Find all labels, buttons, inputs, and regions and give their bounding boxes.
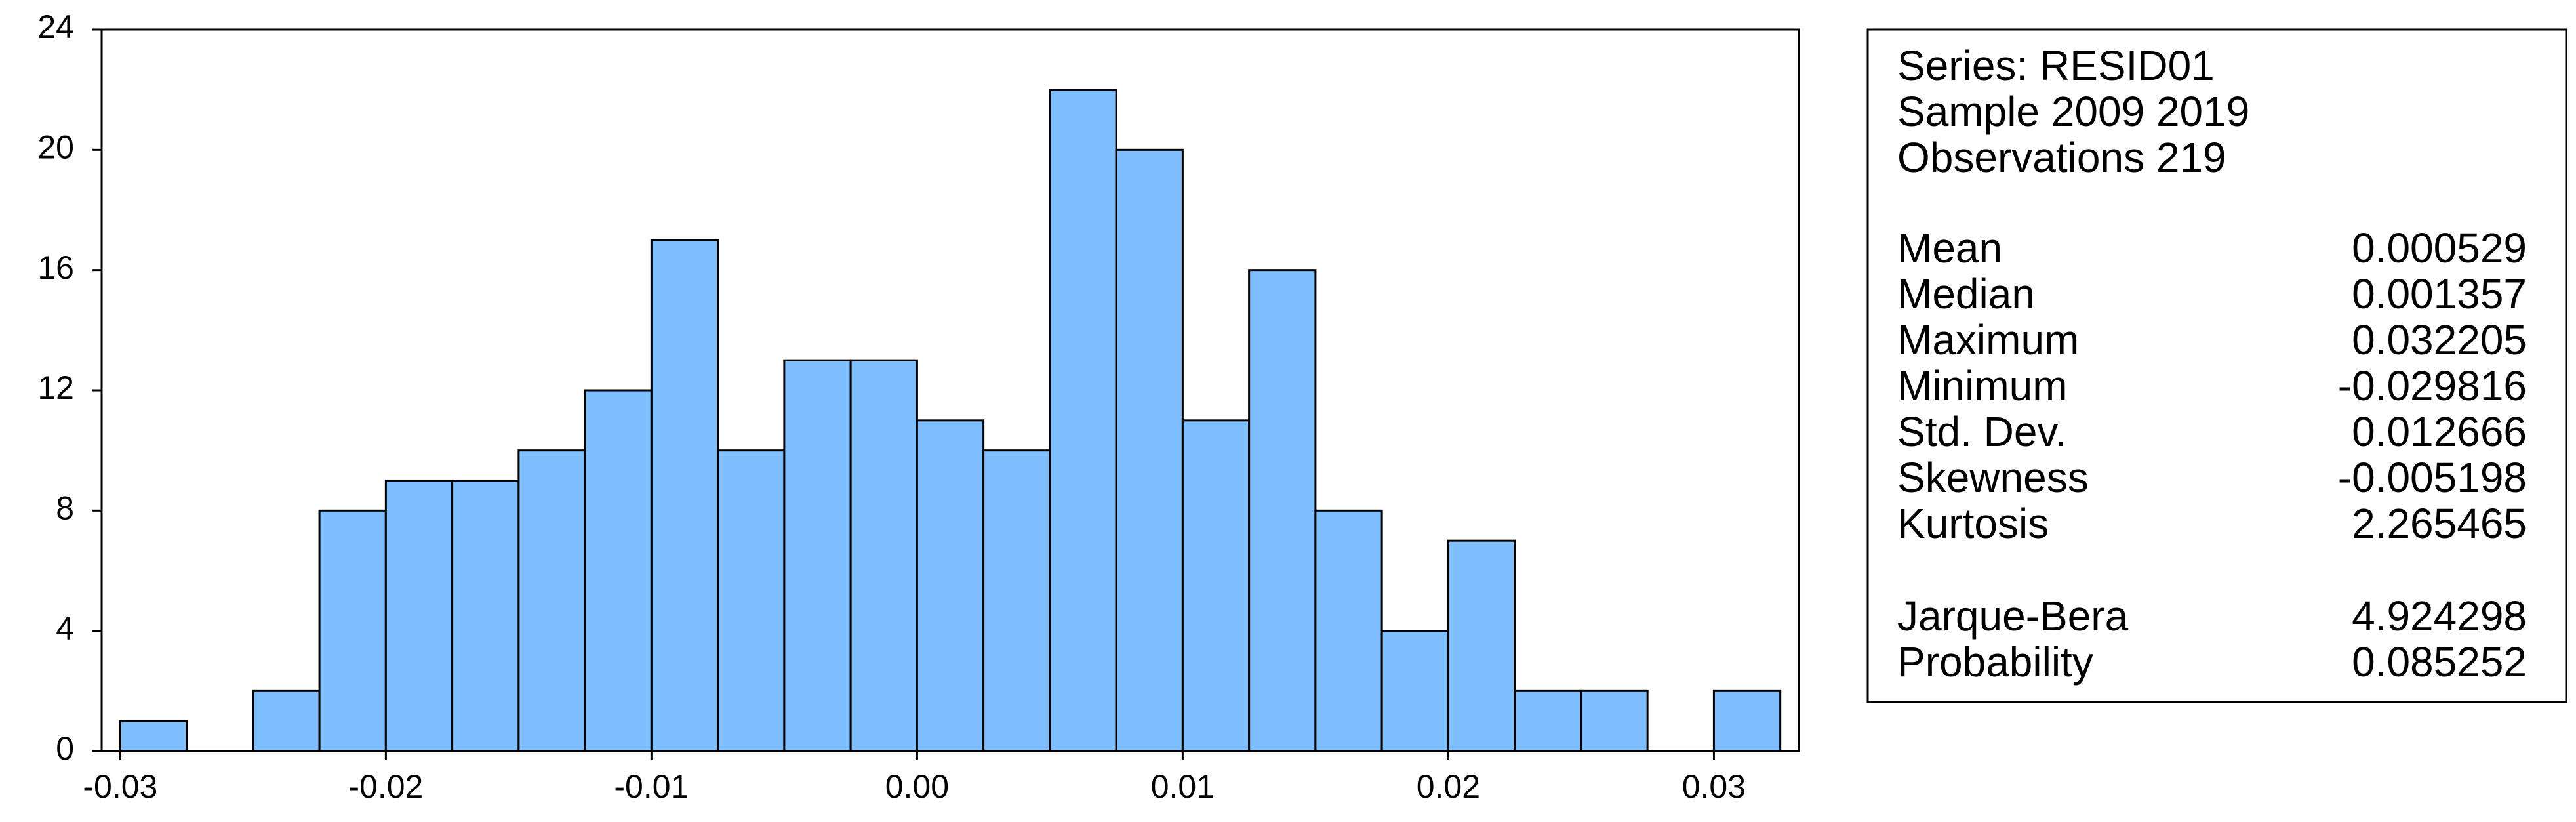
x-tick-label: 0.01: [1151, 768, 1215, 805]
stat-value: 0.012666: [2352, 408, 2527, 455]
bar: [916, 419, 985, 752]
bar: [1248, 269, 1317, 752]
y-tick-label: 4: [56, 610, 74, 647]
bar: [1115, 148, 1184, 752]
stat-label: Minimum: [1897, 362, 2068, 409]
stat-label: Skewness: [1897, 454, 2089, 501]
bar: [982, 449, 1051, 752]
x-tick-label: -0.03: [83, 768, 157, 805]
stat-value: 0.032205: [2352, 316, 2527, 363]
bar: [384, 480, 454, 752]
stat-label: Median: [1897, 270, 2035, 318]
stats-header: Observations 219: [1897, 134, 2226, 181]
bar: [783, 359, 852, 752]
bar: [584, 389, 653, 752]
y-tick-label: 20: [37, 129, 74, 166]
x-tick-label: 0.03: [1682, 768, 1746, 805]
y-tick-label: 24: [37, 9, 74, 45]
bar: [1181, 419, 1251, 752]
x-tick-label: 0.00: [885, 768, 949, 805]
stats-box: [1866, 28, 2567, 703]
y-tick-label: 16: [37, 249, 74, 286]
bar: [252, 689, 321, 752]
stat-label: Probability: [1897, 638, 2093, 686]
bar: [1049, 89, 1117, 752]
stat-value: -0.005198: [2338, 454, 2527, 501]
stats-header: Series: RESID01: [1897, 42, 2215, 89]
bar: [1712, 689, 1782, 752]
bar: [650, 239, 719, 752]
stat-label: Kurtosis: [1897, 500, 2049, 547]
y-tick-label: 8: [56, 490, 74, 527]
x-tick-label: -0.02: [348, 768, 423, 805]
stat-label: Maximum: [1897, 316, 2079, 363]
stat-value: 4.924298: [2352, 592, 2527, 640]
y-tick-label: 0: [56, 730, 74, 767]
bar: [451, 480, 520, 752]
stat-value: 0.000529: [2352, 224, 2527, 272]
bar: [1380, 630, 1449, 752]
stat-value: 0.085252: [2352, 638, 2527, 686]
plot-frame: [100, 28, 1800, 752]
stat-value: 2.265465: [2352, 500, 2527, 547]
stat-value: 0.001357: [2352, 270, 2527, 318]
stat-label: Std. Dev.: [1897, 408, 2066, 455]
stats-header: Sample 2009 2019: [1897, 88, 2249, 135]
bar: [1447, 539, 1516, 752]
bar: [119, 720, 188, 752]
stat-value: -0.029816: [2338, 362, 2527, 409]
bar: [1580, 689, 1649, 752]
bar: [1314, 509, 1383, 752]
bar: [849, 359, 918, 752]
bar: [717, 449, 786, 752]
bar: [318, 509, 387, 752]
x-tick-label: 0.02: [1417, 768, 1480, 805]
x-tick-label: -0.01: [614, 768, 689, 805]
y-tick-label: 12: [37, 369, 74, 406]
bar: [1514, 689, 1582, 752]
stat-label: Jarque-Bera: [1897, 592, 2129, 640]
stat-label: Mean: [1897, 224, 2002, 272]
bar: [517, 449, 586, 752]
